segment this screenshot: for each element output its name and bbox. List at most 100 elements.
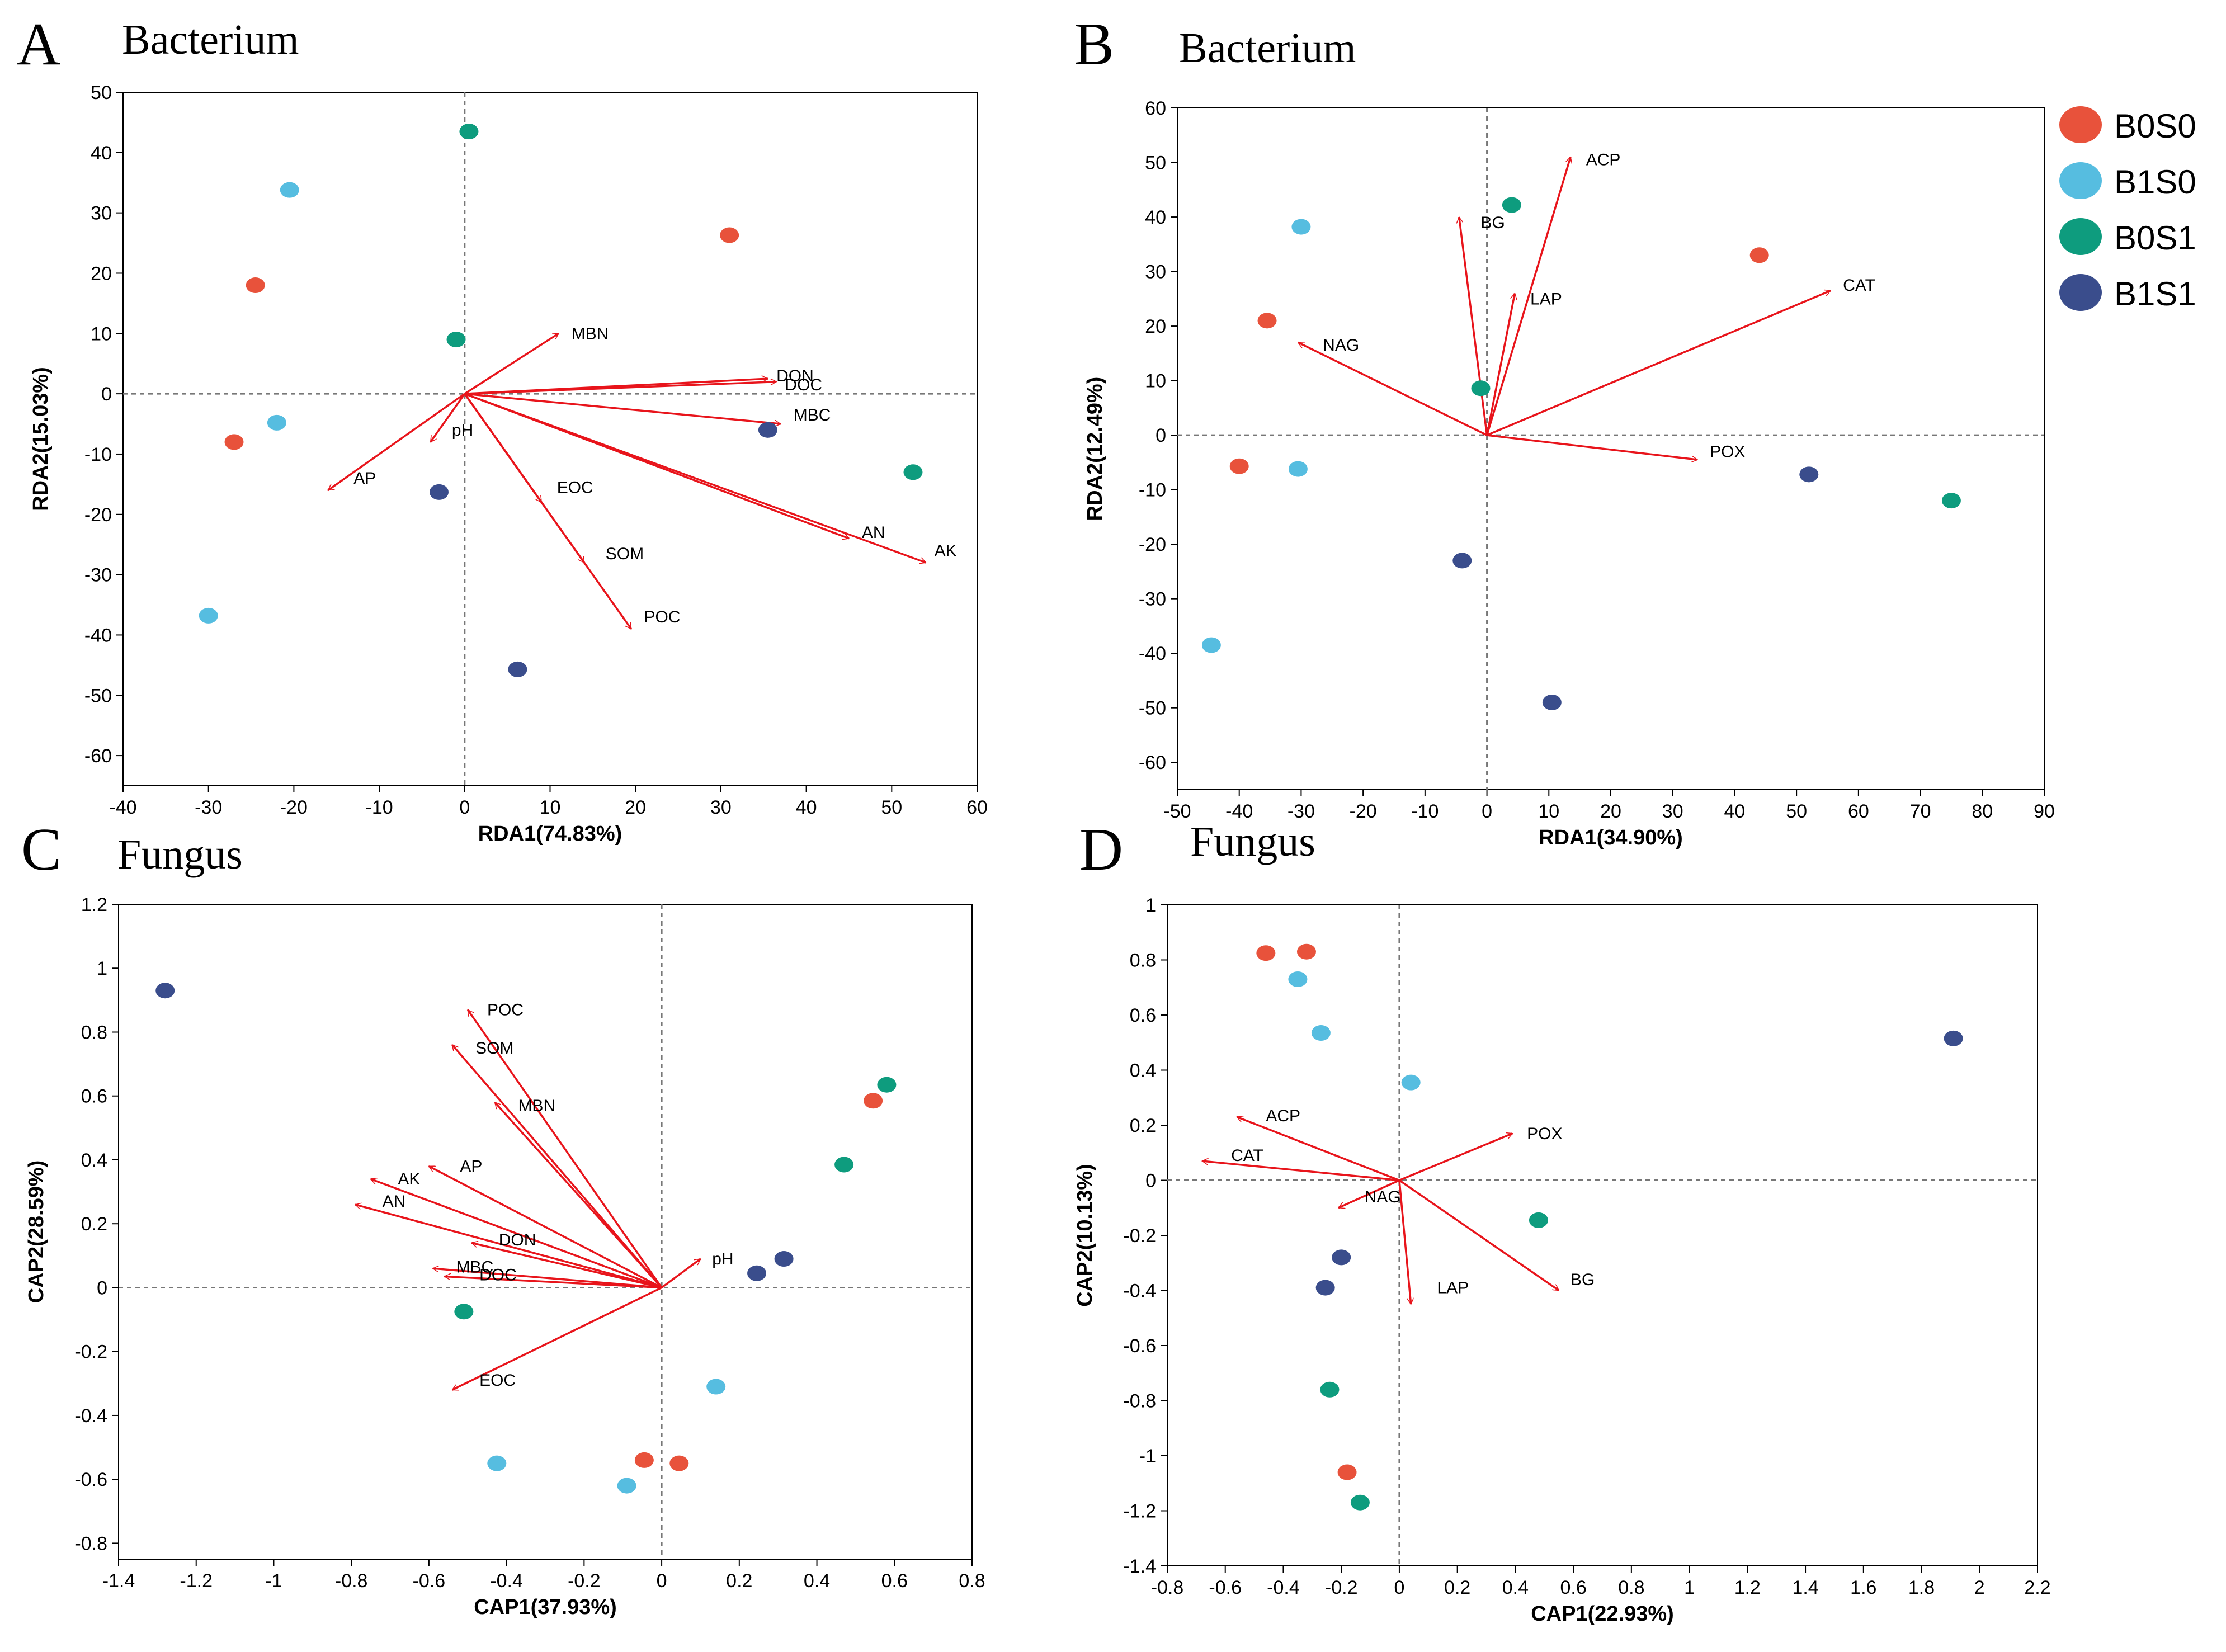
panel-b-title: Bacterium [1179,25,1356,72]
arrow-label-mbn: MBN [518,1097,555,1115]
arrow-label-poc: POC [487,1001,524,1019]
x-tick-label-d: 0 [1394,1577,1404,1598]
arrow-label-mbc: MBC [794,406,831,424]
arrow-som [451,1045,663,1288]
point-b0s0 [1229,458,1249,474]
y-tick-label-d: -1.4 [1123,1556,1156,1577]
point-b1s0 [1401,1074,1421,1091]
legend-label-b1s1: B1S1 [2114,275,2196,313]
arrow-label-ph: pH [452,421,473,440]
x-tick-label-a: 10 [540,797,561,818]
y-tick-label-a: 30 [91,203,112,224]
y-tick-label-c: -0.2 [74,1342,107,1363]
point-b1s1 [747,1265,767,1281]
x-tick-label-b: 40 [1724,801,1746,822]
y-tick-label-d: -0.8 [1123,1391,1156,1412]
y-tick-label-d: -1.2 [1123,1501,1156,1522]
y-tick-label-a: 10 [91,323,112,344]
x-tick-label-b: 90 [2034,801,2055,822]
y-axis-label-a: RDA2(15.03%) [29,367,53,511]
arrow-ph [661,1258,700,1288]
y-tick-label-c: -0.4 [74,1405,107,1427]
y-tick-label-c: 0.6 [81,1086,107,1107]
arrow-mbn [494,1101,663,1288]
arrow-label-an: AN [862,523,885,542]
x-tick-label-b: 30 [1662,801,1683,822]
x-tick-label-c: 0.2 [726,1570,752,1592]
point-b1s0 [617,1478,636,1494]
y-tick-label-a: -50 [84,685,112,706]
point-b0s0 [669,1455,689,1471]
y-tick-label-a: -10 [84,444,112,465]
plot-b: -50 -40 -30 -20 -10 0 10 20 30 40 50 60 70 80 90 60 50 40… [1083,98,2055,849]
y-tick-label-a: -40 [84,625,112,646]
x-tick-label-a: 60 [966,797,988,818]
panel-b-letter: B [1074,11,1114,78]
arrow-ak [464,393,926,563]
y-tick-label-d: 0 [1145,1170,1156,1192]
x-tick-label-c: -0.6 [413,1570,446,1592]
point-b1s1 [1944,1030,1963,1046]
point-b1s1 [1542,694,1562,710]
point-b0s1 [1471,380,1491,397]
plot-a: -40 -30 -20 -10 0 10 20 30 40 50 60 50 40 30 20 10 0 -10 -… [29,82,988,846]
x-tick-label-b: 10 [1538,801,1559,822]
panel-a-letter: A [17,11,60,78]
y-tick-label-b: 0 [1156,425,1166,446]
arrow-label-ak: AK [398,1170,420,1188]
x-tick-label-a: 40 [796,797,817,818]
arrow-label-acp: ACP [1266,1107,1300,1125]
y-tick-label-c: -0.8 [74,1533,107,1554]
legend-marker-b0s0 [2059,106,2102,143]
arrow-label-cat: CAT [1231,1146,1263,1165]
panel-c-title: Fungus [117,831,243,878]
x-tick-label-d: 2.2 [2024,1577,2050,1598]
plot-d-frame [1167,904,2038,1566]
point-b0s0 [1749,247,1769,263]
arrow-label-eoc: EOC [557,478,593,497]
panel-b: B Bacterium -50 -40 -30 -20 -10 0 10 20 30 40 50 60… [1074,11,2055,849]
point-b0s1 [446,332,466,348]
point-b0s0 [246,277,265,294]
y-axis-label-c: CAP2(28.59%) [25,1160,48,1304]
x-tick-label-a: 50 [881,797,902,818]
arrow-label-mbc: MBC [456,1258,493,1276]
y-tick-label-b: 40 [1145,207,1166,228]
x-tick-label-a: -30 [195,797,222,818]
x-tick-label-d: -0.4 [1267,1577,1300,1598]
plot-d: -0.8 -0.6 -0.4 -0.2 0 0.2 0.4 0.6 0.8 1 1.2 1.4 1.6 1… [1073,895,2051,1626]
point-b1s1 [1332,1249,1351,1266]
arrow-mbn [464,332,559,395]
point-b0s0 [634,1452,654,1468]
point-b1s0 [1288,971,1308,987]
arrow-label-doc: DOC [785,376,822,394]
point-b0s1 [1350,1494,1370,1511]
x-tick-label-d: 2 [1974,1577,1985,1598]
x-tick-label-d: 1.4 [1792,1577,1818,1598]
arrow-lap [1485,294,1515,436]
x-tick-label-d: 1 [1684,1577,1695,1598]
point-b1s1 [758,422,777,438]
x-tick-label-c: -0.4 [490,1570,523,1592]
point-b1s1 [1315,1280,1335,1296]
y-tick-label-d: -0.2 [1123,1225,1156,1247]
point-b1s1 [774,1251,794,1267]
x-tick-label-c: -0.8 [335,1570,368,1592]
point-b1s1 [429,484,449,500]
arrow-acp [1237,1117,1400,1182]
x-tick-label-c: 0.4 [804,1570,830,1592]
x-axis-label-c: CAP1(37.93%) [474,1596,617,1619]
arrow-mbc [433,1268,662,1289]
panel-d: D Fungus -0.8 -0.6 -0.4 -0.2 0 0.2 0.4 0.6 0.8 1 1… [1073,816,2051,1626]
y-tick-label-c: 0.4 [81,1150,107,1171]
y-tick-label-c: 0.2 [81,1214,107,1235]
x-axis-label-a: RDA1(74.83%) [478,822,622,846]
arrow-cat [1202,1161,1400,1182]
arrow-ak [371,1179,662,1289]
arrow-label-pox: POX [1710,442,1745,461]
x-tick-label-d: -0.8 [1151,1577,1184,1598]
arrow-label-ak: AK [935,541,957,560]
plot-c: -1.4 -1.2 -1 -0.8 -0.6 -0.4 -0.2 0 0.2 0.4 0.6 0.8 1… [25,894,985,1619]
point-b1s0 [706,1379,726,1395]
y-tick-label-d: -0.4 [1123,1281,1156,1302]
